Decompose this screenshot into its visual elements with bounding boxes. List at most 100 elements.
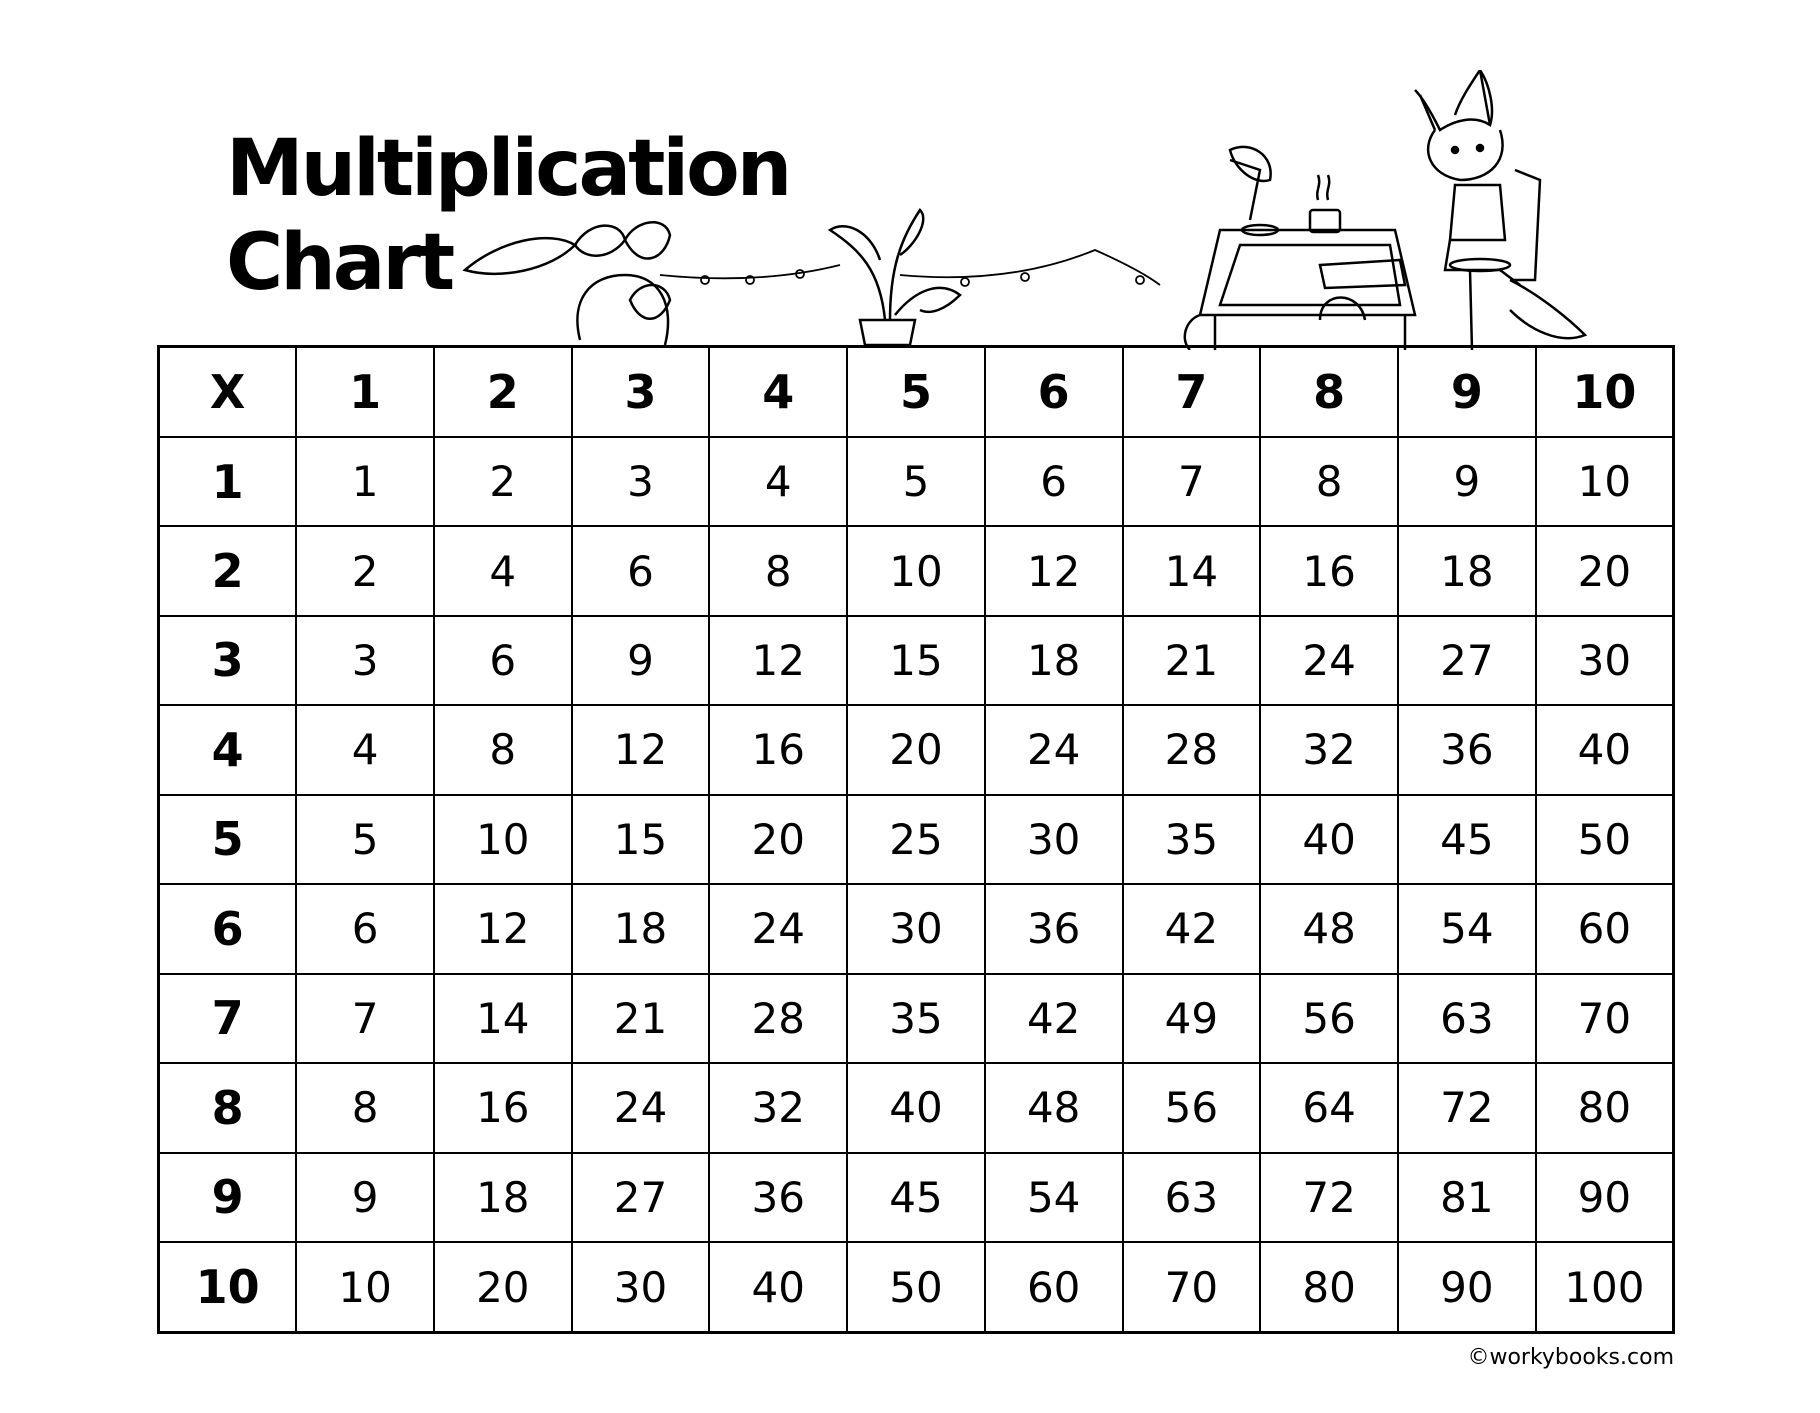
copyright-credit: ©workybooks.com — [1467, 1345, 1674, 1370]
product-cell: 21 — [570, 972, 711, 1065]
product-cell: 28 — [708, 972, 849, 1065]
product-cell: 28 — [1121, 704, 1262, 796]
title-line-1: Multiplication — [226, 124, 792, 214]
product-cell: 90 — [1534, 1151, 1675, 1244]
product-cell: 32 — [708, 1062, 849, 1154]
product-cell: 12 — [432, 883, 573, 975]
table-row: 3 3 6 9 12 15 18 21 24 27 30 — [157, 614, 1675, 707]
plant-middle-icon — [827, 208, 962, 347]
product-cell: 27 — [570, 1151, 711, 1244]
product-cell: 36 — [983, 883, 1124, 975]
row-header: 6 — [157, 883, 298, 975]
row-header: 4 — [157, 704, 298, 796]
product-cell: 50 — [1534, 793, 1675, 886]
row-header: 1 — [157, 435, 298, 528]
product-cell: 30 — [846, 883, 986, 975]
product-cell: 60 — [1534, 883, 1675, 975]
product-cell: 8 — [295, 1062, 435, 1154]
product-cell: 7 — [1121, 435, 1262, 528]
product-cell: 16 — [432, 1062, 573, 1154]
product-cell: 35 — [1121, 793, 1262, 886]
product-cell: 50 — [846, 1241, 986, 1334]
product-cell: 24 — [1259, 614, 1399, 707]
product-cell: 56 — [1259, 972, 1399, 1065]
table-row: 9 9 18 27 36 45 54 63 72 81 90 — [157, 1151, 1675, 1244]
product-cell: 80 — [1534, 1062, 1675, 1154]
product-cell: 30 — [1534, 614, 1675, 707]
product-cell: 40 — [1534, 704, 1675, 796]
column-header: 4 — [708, 345, 849, 438]
column-header: 2 — [432, 345, 573, 438]
product-cell: 30 — [983, 793, 1124, 886]
row-header: 5 — [157, 793, 298, 886]
header-row: X 1 2 3 4 5 6 7 8 9 10 — [157, 345, 1675, 438]
product-cell: 6 — [295, 883, 435, 975]
product-cell: 12 — [983, 525, 1124, 617]
product-cell: 15 — [570, 793, 711, 886]
product-cell: 4 — [432, 525, 573, 617]
product-cell: 10 — [846, 525, 986, 617]
product-cell: 3 — [295, 614, 435, 707]
product-cell: 25 — [846, 793, 986, 886]
table-row: 6 6 12 18 24 30 36 42 48 54 60 — [157, 883, 1675, 975]
product-cell: 64 — [1259, 1062, 1399, 1154]
product-cell: 6 — [570, 525, 711, 617]
product-cell: 18 — [983, 614, 1124, 707]
product-cell: 42 — [1121, 883, 1262, 975]
title-line-2: Chart — [226, 218, 455, 308]
product-cell: 6 — [432, 614, 573, 707]
product-cell: 24 — [570, 1062, 711, 1154]
product-cell: 20 — [708, 793, 849, 886]
product-cell: 40 — [1259, 793, 1399, 886]
product-cell: 10 — [1534, 435, 1675, 528]
table-row: 2 2 4 6 8 10 12 14 16 18 20 — [157, 525, 1675, 617]
product-cell: 48 — [1259, 883, 1399, 975]
product-cell: 35 — [846, 972, 986, 1065]
table-row: 10 10 20 30 40 50 60 70 80 90 100 — [157, 1241, 1675, 1334]
product-cell: 48 — [983, 1062, 1124, 1154]
desk-icon — [1183, 145, 1417, 350]
product-cell: 54 — [983, 1151, 1124, 1244]
product-cell: 5 — [846, 435, 986, 528]
product-cell: 15 — [846, 614, 986, 707]
product-cell: 1 — [295, 435, 435, 528]
product-cell: 18 — [1396, 525, 1537, 617]
product-cell: 100 — [1534, 1241, 1675, 1334]
column-header: 6 — [983, 345, 1124, 438]
table-row: 4 4 8 12 16 20 24 28 32 36 40 — [157, 704, 1675, 796]
product-cell: 49 — [1121, 972, 1262, 1065]
column-header: 1 — [295, 345, 435, 438]
product-cell: 18 — [432, 1151, 573, 1244]
table-row: 5 5 10 15 20 25 30 35 40 45 50 — [157, 793, 1675, 886]
product-cell: 8 — [708, 525, 849, 617]
product-cell: 12 — [708, 614, 849, 707]
product-cell: 9 — [570, 614, 711, 707]
product-cell: 27 — [1396, 614, 1537, 707]
product-cell: 20 — [1534, 525, 1675, 617]
product-cell: 72 — [1259, 1151, 1399, 1244]
product-cell: 9 — [295, 1151, 435, 1244]
fox-desk-illustration — [462, 70, 1588, 350]
product-cell: 8 — [1259, 435, 1399, 528]
plant-left-icon — [462, 221, 672, 346]
product-cell: 16 — [708, 704, 849, 796]
product-cell: 30 — [570, 1241, 711, 1334]
product-cell: 14 — [432, 972, 573, 1065]
product-cell: 45 — [846, 1151, 986, 1244]
column-header: 7 — [1121, 345, 1262, 438]
product-cell: 2 — [432, 435, 573, 528]
corner-cell: X — [157, 345, 298, 438]
column-header: 8 — [1259, 345, 1399, 438]
product-cell: 56 — [1121, 1062, 1262, 1154]
product-cell: 36 — [1396, 704, 1537, 796]
product-cell: 12 — [570, 704, 711, 796]
row-header: 3 — [157, 614, 298, 707]
column-header: 5 — [846, 345, 986, 438]
row-header: 7 — [157, 972, 298, 1065]
product-cell: 90 — [1396, 1241, 1537, 1334]
product-cell: 70 — [1121, 1241, 1262, 1334]
product-cell: 70 — [1534, 972, 1675, 1065]
product-cell: 7 — [295, 972, 435, 1065]
product-cell: 5 — [295, 793, 435, 886]
product-cell: 32 — [1259, 704, 1399, 796]
